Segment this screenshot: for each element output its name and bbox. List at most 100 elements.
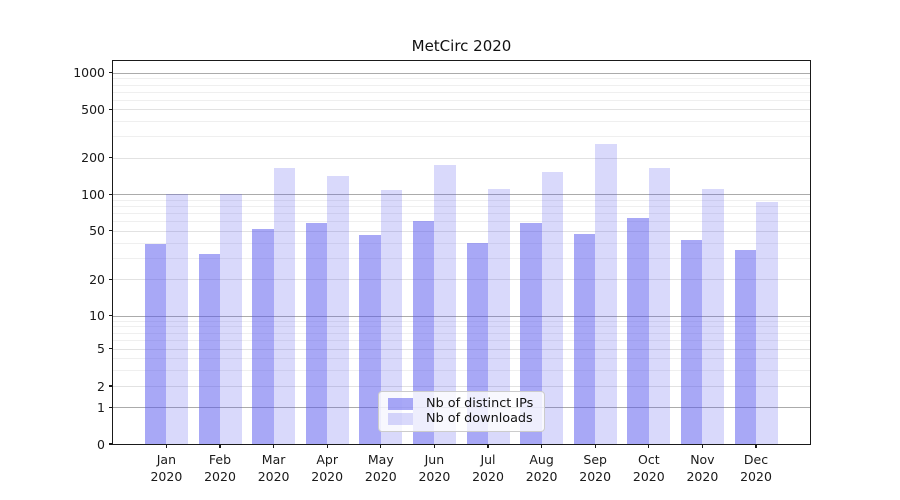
bar-distinct-ips-oct xyxy=(627,217,649,444)
gridline-200 xyxy=(113,157,810,159)
x-tick-label-aug: Aug 2020 xyxy=(525,452,558,484)
gridline-7 xyxy=(113,332,810,334)
gridline-1000 xyxy=(113,72,810,74)
x-tick-may xyxy=(380,444,382,448)
bar-downloads-jan xyxy=(166,193,188,444)
bar-distinct-ips-may xyxy=(359,235,381,444)
gridlines xyxy=(113,61,810,444)
bar-downloads-dec xyxy=(756,202,778,444)
bar-series xyxy=(113,61,810,444)
gridline-9 xyxy=(113,320,810,322)
legend-swatch-downloads xyxy=(388,412,413,426)
y-tick-label-1: 1 xyxy=(97,399,105,415)
gridline-20 xyxy=(113,279,810,281)
gridline-8 xyxy=(113,326,810,328)
bar-distinct-ips-jun xyxy=(412,221,435,444)
y-tick-0 xyxy=(108,443,113,445)
gridline-2 xyxy=(113,386,810,387)
gridline-30 xyxy=(113,257,810,259)
y-tick-2 xyxy=(108,385,113,387)
gridline-300 xyxy=(113,136,810,138)
gridline-50 xyxy=(113,230,810,232)
bar-downloads-jun xyxy=(434,165,456,444)
y-tick-label-50: 50 xyxy=(89,223,105,239)
bar-downloads-aug xyxy=(541,172,564,444)
x-tick-aug xyxy=(541,444,543,448)
x-tick-mar xyxy=(273,444,275,448)
legend-item-downloads: Nb of downloads xyxy=(388,412,536,426)
legend-swatch-distinct-ips xyxy=(388,397,413,411)
bar-downloads-mar xyxy=(273,168,296,444)
gridline-3 xyxy=(113,369,810,371)
bar-distinct-ips-nov xyxy=(680,240,703,444)
bar-distinct-ips-dec xyxy=(734,249,756,444)
gridline-4 xyxy=(113,357,810,359)
x-tick-apr xyxy=(326,444,328,448)
x-tick-jul xyxy=(487,444,489,448)
gridline-100 xyxy=(113,194,810,196)
gridline-60 xyxy=(113,221,810,223)
gridline-80 xyxy=(113,206,810,208)
x-tick-label-jul: Jul 2020 xyxy=(472,452,504,484)
gridline-10 xyxy=(113,315,810,317)
y-tick-label-500: 500 xyxy=(81,101,105,117)
x-tick-label-oct: Oct 2020 xyxy=(632,452,665,484)
x-tick-sep xyxy=(594,444,596,448)
y-tick-label-10: 10 xyxy=(89,308,105,324)
x-tick-label-feb: Feb 2020 xyxy=(204,452,236,484)
bar-distinct-ips-mar xyxy=(252,228,274,444)
gridline-90 xyxy=(113,199,810,201)
chart-title: MetCirc 2020 xyxy=(411,37,512,55)
bar-downloads-nov xyxy=(702,189,724,444)
x-tick-label-sep: Sep 2020 xyxy=(579,452,612,484)
y-tick-100 xyxy=(108,193,113,195)
x-tick-label-may: May 2020 xyxy=(364,452,397,484)
bar-distinct-ips-sep xyxy=(573,234,596,444)
bar-distinct-ips-apr xyxy=(305,223,328,444)
x-tick-feb xyxy=(219,444,221,448)
x-tick-label-apr: Apr 2020 xyxy=(311,452,344,484)
gridline-800 xyxy=(113,84,810,86)
x-tick-nov xyxy=(701,444,703,448)
plot-area: Nb of distinct IPs Nb of downloads xyxy=(112,60,811,445)
x-tick-oct xyxy=(648,444,650,448)
y-tick-10 xyxy=(108,315,113,317)
gridline-5 xyxy=(113,348,810,350)
bar-downloads-may xyxy=(380,190,403,444)
x-tick-label-mar: Mar 2020 xyxy=(257,452,290,484)
gridline-6 xyxy=(113,340,810,341)
gridline-500 xyxy=(113,109,810,111)
y-tick-500 xyxy=(108,108,113,110)
bar-downloads-sep xyxy=(595,143,617,444)
legend-item-distinct-ips: Nb of distinct IPs xyxy=(388,397,536,411)
y-tick-label-5: 5 xyxy=(97,341,105,357)
x-tick-jan xyxy=(165,444,167,448)
bar-downloads-jul xyxy=(488,189,510,444)
bar-distinct-ips-feb xyxy=(198,254,220,444)
gridline-700 xyxy=(113,91,810,93)
bar-downloads-feb xyxy=(220,193,242,444)
y-tick-50 xyxy=(108,230,113,232)
gridline-70 xyxy=(113,213,810,215)
bar-downloads-apr xyxy=(327,175,349,444)
y-tick-20 xyxy=(108,278,113,280)
y-tick-label-0: 0 xyxy=(97,436,105,452)
gridline-40 xyxy=(113,242,810,244)
bar-distinct-ips-aug xyxy=(520,223,542,444)
bar-downloads-oct xyxy=(648,168,671,444)
y-tick-5 xyxy=(108,348,113,350)
x-tick-label-jan: Jan 2020 xyxy=(150,452,183,484)
y-tick-label-100: 100 xyxy=(81,186,105,202)
bar-distinct-ips-jan xyxy=(144,244,167,444)
legend: Nb of distinct IPs Nb of downloads xyxy=(378,391,545,432)
y-tick-label-200: 200 xyxy=(81,150,105,166)
legend-label-distinct-ips: Nb of distinct IPs xyxy=(426,396,534,411)
y-tick-1000 xyxy=(108,72,113,74)
y-tick-label-1000: 1000 xyxy=(73,65,105,81)
y-tick-label-2: 2 xyxy=(97,378,105,394)
x-tick-jun xyxy=(433,444,435,448)
gridline-400 xyxy=(113,121,810,123)
x-tick-label-jun: Jun 2020 xyxy=(418,452,451,484)
legend-label-downloads: Nb of downloads xyxy=(426,411,533,426)
